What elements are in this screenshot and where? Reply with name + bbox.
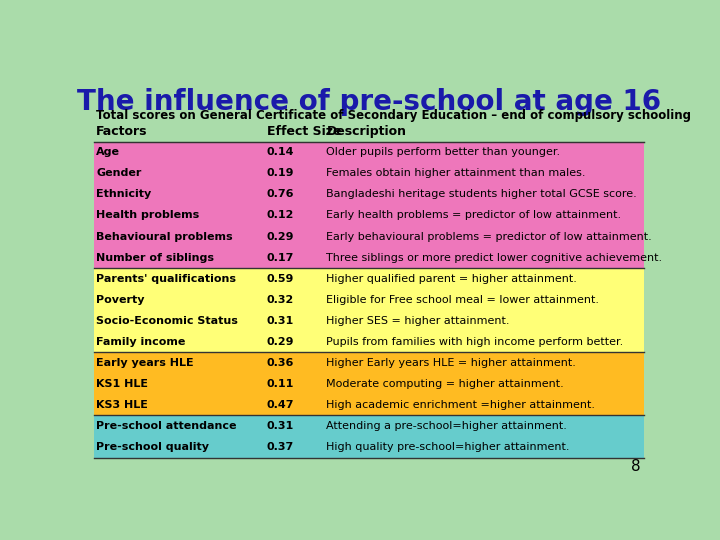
Text: 0.32: 0.32 [266, 295, 294, 305]
Text: Parents' qualifications: Parents' qualifications [96, 274, 236, 284]
Text: Health problems: Health problems [96, 211, 199, 220]
Text: 0.11: 0.11 [266, 379, 294, 389]
Text: High academic enrichment =higher attainment.: High academic enrichment =higher attainm… [326, 400, 595, 410]
Text: 0.29: 0.29 [266, 337, 294, 347]
Text: Pupils from families with high income perform better.: Pupils from families with high income pe… [326, 337, 624, 347]
Text: Ethnicity: Ethnicity [96, 190, 151, 199]
Text: Behavioural problems: Behavioural problems [96, 232, 233, 241]
Text: Higher qualified parent = higher attainment.: Higher qualified parent = higher attainm… [326, 274, 577, 284]
Text: Socio-Economic Status: Socio-Economic Status [96, 316, 238, 326]
Bar [94, 436, 644, 457]
Text: 0.59: 0.59 [266, 274, 294, 284]
Text: Poverty: Poverty [96, 295, 145, 305]
Text: Older pupils perform better than younger.: Older pupils perform better than younger… [326, 147, 560, 157]
Text: Pre-school attendance: Pre-school attendance [96, 421, 237, 431]
Bar [94, 184, 644, 205]
Bar [94, 373, 644, 394]
Bar [94, 352, 644, 373]
Bar [94, 226, 644, 247]
Bar [94, 205, 644, 226]
Text: Number of siblings: Number of siblings [96, 253, 215, 262]
Bar [94, 415, 644, 436]
Text: Family income: Family income [96, 337, 186, 347]
Text: Description: Description [326, 125, 406, 138]
Text: Total scores on General Certificate of Secondary Education – end of compulsory s: Total scores on General Certificate of S… [96, 110, 691, 123]
Text: 8: 8 [631, 460, 640, 475]
Text: Effect Size: Effect Size [266, 125, 341, 138]
Text: Age: Age [96, 147, 120, 157]
Text: 0.12: 0.12 [266, 211, 294, 220]
Text: The influence of pre-school at age 16: The influence of pre-school at age 16 [77, 88, 661, 116]
Text: 0.31: 0.31 [266, 316, 294, 326]
Text: Bangladeshi heritage students higher total GCSE score.: Bangladeshi heritage students higher tot… [326, 190, 637, 199]
Bar [94, 268, 644, 289]
Text: 0.17: 0.17 [266, 253, 294, 262]
Text: Early behavioural problems = predictor of low attainment.: Early behavioural problems = predictor o… [326, 232, 652, 241]
Text: KS1 HLE: KS1 HLE [96, 379, 148, 389]
Text: 0.31: 0.31 [266, 421, 294, 431]
Text: 0.76: 0.76 [266, 190, 294, 199]
Text: Moderate computing = higher attainment.: Moderate computing = higher attainment. [326, 379, 564, 389]
Bar [94, 142, 644, 163]
Text: Females obtain higher attainment than males.: Females obtain higher attainment than ma… [326, 168, 586, 178]
Bar [94, 163, 644, 184]
Text: KS3 HLE: KS3 HLE [96, 400, 148, 410]
Text: Early years HLE: Early years HLE [96, 358, 194, 368]
Text: Factors: Factors [96, 125, 148, 138]
Text: 0.36: 0.36 [266, 358, 294, 368]
Bar [94, 247, 644, 268]
Bar [94, 310, 644, 331]
Text: 0.14: 0.14 [266, 147, 294, 157]
Text: 0.19: 0.19 [266, 168, 294, 178]
Text: 0.47: 0.47 [266, 400, 294, 410]
Bar [94, 394, 644, 415]
Text: Higher SES = higher attainment.: Higher SES = higher attainment. [326, 316, 510, 326]
Text: High quality pre-school=higher attainment.: High quality pre-school=higher attainmen… [326, 442, 570, 452]
Text: 0.29: 0.29 [266, 232, 294, 241]
Text: Gender: Gender [96, 168, 142, 178]
Text: Eligible for Free school meal = lower attainment.: Eligible for Free school meal = lower at… [326, 295, 599, 305]
Text: Higher Early years HLE = higher attainment.: Higher Early years HLE = higher attainme… [326, 358, 576, 368]
Text: Attending a pre-school=higher attainment.: Attending a pre-school=higher attainment… [326, 421, 567, 431]
Bar [94, 331, 644, 352]
Text: Pre-school quality: Pre-school quality [96, 442, 210, 452]
Bar [94, 289, 644, 310]
Text: Early health problems = predictor of low attainment.: Early health problems = predictor of low… [326, 211, 621, 220]
Text: 0.37: 0.37 [266, 442, 294, 452]
Text: Three siblings or more predict lower cognitive achievement.: Three siblings or more predict lower cog… [326, 253, 662, 262]
